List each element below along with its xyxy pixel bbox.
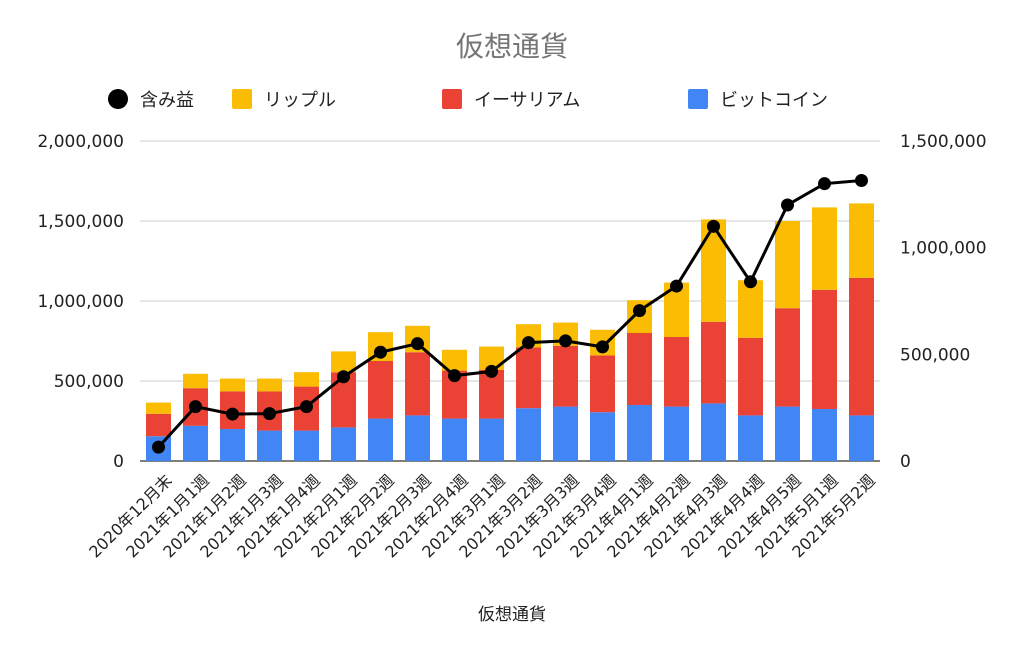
bar-segment xyxy=(627,405,652,461)
legend-item: 含み益 xyxy=(108,89,194,111)
bar-segment xyxy=(294,372,319,387)
bar-segment xyxy=(516,347,541,409)
line-point xyxy=(411,337,424,351)
line-point xyxy=(744,275,757,289)
line-point xyxy=(300,400,313,414)
bar-segment xyxy=(479,346,504,370)
line-point xyxy=(633,304,646,318)
y-left-tick-label: 500,000 xyxy=(54,372,124,392)
legend-swatch xyxy=(688,89,708,109)
line-point xyxy=(522,336,535,350)
legend-label: イーサリアム xyxy=(474,90,580,111)
bar-segment xyxy=(331,351,356,373)
y-left-tick-label: 2,000,000 xyxy=(37,132,124,152)
y-axis-right: 0 500,000 1,000,000 1,500,000 xyxy=(900,132,987,472)
x-axis-label: 仮想通貨 xyxy=(478,605,546,625)
bar-segment xyxy=(775,221,800,309)
bar-segment xyxy=(183,373,208,389)
bar-segment xyxy=(738,415,763,461)
legend-item: リップル xyxy=(232,89,336,111)
line-point xyxy=(374,345,387,359)
bar-segment xyxy=(479,418,504,461)
legend-marker xyxy=(108,89,128,109)
legend: 含み益 リップル イーサリアム ビットコイン xyxy=(108,89,828,111)
legend-label: 含み益 xyxy=(140,90,194,111)
bar-segment xyxy=(664,406,689,461)
y-left-tick-label: 0 xyxy=(113,452,124,472)
legend-label: リップル xyxy=(264,90,336,111)
line-series xyxy=(152,173,868,454)
bar-segment xyxy=(331,427,356,461)
bar-segment xyxy=(257,378,282,392)
bar-segment xyxy=(812,207,837,290)
bar-segment xyxy=(775,406,800,461)
y-right-tick-label: 1,500,000 xyxy=(900,132,987,152)
bar-segment xyxy=(701,321,726,404)
y-left-tick-label: 1,500,000 xyxy=(37,212,124,232)
bar-segment xyxy=(849,203,874,278)
y-left-tick-label: 1,000,000 xyxy=(37,292,124,312)
line-point xyxy=(670,279,683,293)
bar-segment xyxy=(738,337,763,416)
line-point xyxy=(818,177,831,191)
bar-segment xyxy=(590,412,615,461)
line-point xyxy=(189,400,202,414)
bar-segment xyxy=(220,378,245,392)
bar-segment xyxy=(294,430,319,461)
y-right-tick-label: 500,000 xyxy=(900,345,970,365)
line-point xyxy=(781,198,794,212)
bar-segment xyxy=(368,418,393,461)
bar-segment xyxy=(405,352,430,416)
legend-item: イーサリアム xyxy=(442,89,580,111)
y-right-tick-label: 0 xyxy=(900,452,911,472)
bar-segment xyxy=(516,408,541,461)
bar-segment xyxy=(442,418,467,461)
line-point xyxy=(855,173,868,187)
legend-label: ビットコイン xyxy=(720,90,828,111)
line-point xyxy=(152,440,165,454)
bar-segment xyxy=(701,219,726,322)
bar-segment xyxy=(183,425,208,461)
bar-segment xyxy=(257,430,282,461)
legend-swatch xyxy=(442,89,462,109)
line-point xyxy=(707,219,720,233)
bar-segment xyxy=(590,355,615,413)
bar-segment xyxy=(664,337,689,407)
bar-segment xyxy=(553,406,578,461)
bar-segment xyxy=(627,333,652,405)
bar-segment xyxy=(368,361,393,419)
line-point xyxy=(226,407,239,421)
y-right-tick-label: 1,000,000 xyxy=(900,239,987,259)
line-point xyxy=(337,370,350,384)
bar-segment xyxy=(812,409,837,461)
bar-segment xyxy=(220,429,245,461)
bars xyxy=(146,203,874,461)
x-axis: 2020年12月末2021年1月1週2021年1月2週2021年1月3週2021… xyxy=(85,471,879,562)
bar-segment xyxy=(701,403,726,461)
bar-segment xyxy=(849,415,874,461)
chart-title: 仮想通貨 xyxy=(456,30,568,63)
line-point xyxy=(559,334,572,348)
bar-segment xyxy=(405,415,430,461)
bar-segment xyxy=(849,277,874,416)
bar-segment xyxy=(442,349,467,371)
bar-segment xyxy=(812,289,837,409)
legend-item: ビットコイン xyxy=(688,89,828,111)
bar-segment xyxy=(146,413,171,437)
legend-swatch xyxy=(232,89,252,109)
line-point xyxy=(596,340,609,354)
bar-segment xyxy=(479,369,504,419)
line-point xyxy=(263,407,276,421)
bar-segment xyxy=(146,402,171,414)
y-axis-left: 0 500,000 1,000,000 1,500,000 2,000,000 xyxy=(37,132,124,472)
bar-segment xyxy=(738,280,763,338)
line-point xyxy=(485,364,498,378)
bar-segment xyxy=(553,345,578,407)
bar-segment xyxy=(775,308,800,407)
line-point xyxy=(448,369,461,383)
